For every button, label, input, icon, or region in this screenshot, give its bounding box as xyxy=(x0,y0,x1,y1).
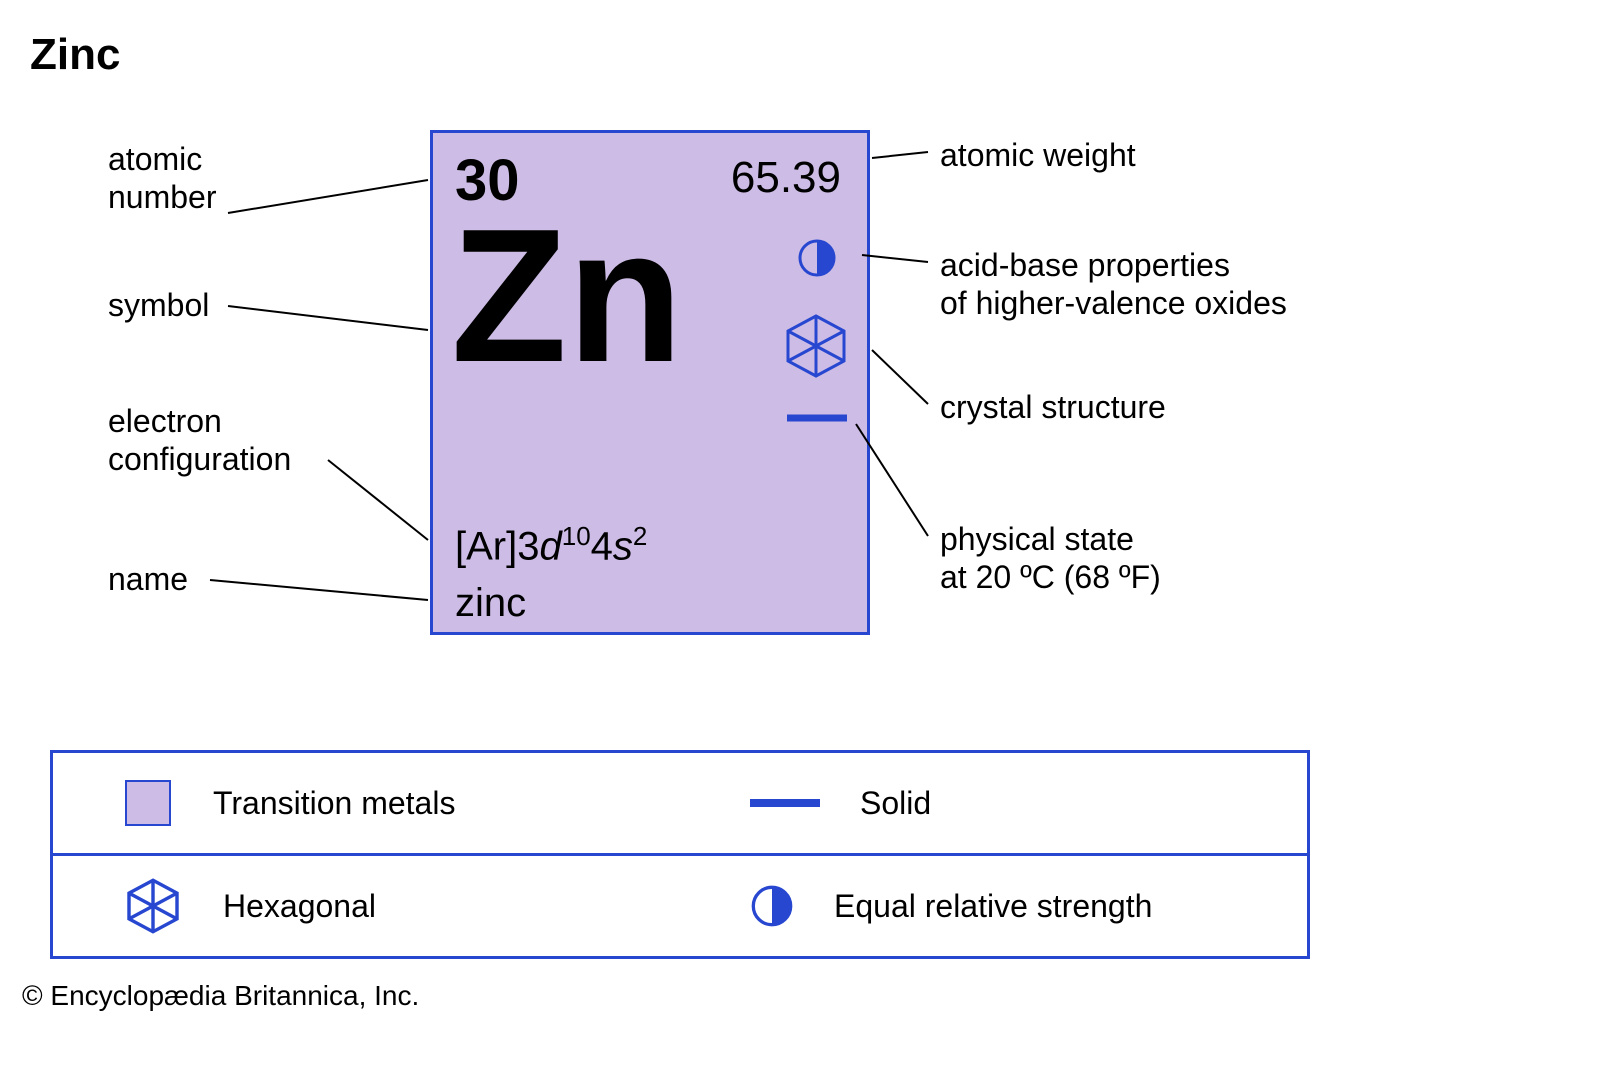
legend-label: Transition metals xyxy=(213,785,455,822)
label-atomic-number: atomic number xyxy=(108,140,217,217)
legend-label: Equal relative strength xyxy=(834,888,1152,925)
legend-item-equal-strength: Equal relative strength xyxy=(680,856,1307,956)
label-physical-state: physical state at 20 ºC (68 ºF) xyxy=(940,520,1161,597)
label-acid-base: acid-base properties of higher-valence o… xyxy=(940,246,1287,323)
hexagon-icon xyxy=(781,311,851,381)
atomic-weight-value: 65.39 xyxy=(731,153,841,203)
half-circle-icon xyxy=(797,238,837,278)
legend-row: Transition metals Solid xyxy=(53,753,1307,853)
solid-line-icon xyxy=(750,793,820,813)
square-fill-icon xyxy=(123,778,173,828)
label-crystal-structure: crystal structure xyxy=(940,388,1166,426)
legend-item-transition-metals: Transition metals xyxy=(53,753,680,853)
page-title: Zinc xyxy=(30,30,120,80)
element-tile: 30 65.39 Zn [Ar]3d104s2 zinc xyxy=(430,130,870,635)
legend-item-hexagonal: Hexagonal xyxy=(53,856,680,956)
label-electron-configuration: electron configuration xyxy=(108,402,291,479)
diagram-canvas: Zinc 30 65.39 Zn [Ar]3d104s2 zinc atomic… xyxy=(0,0,1600,1068)
label-name: name xyxy=(108,560,188,598)
electron-configuration-value: [Ar]3d104s2 xyxy=(455,521,647,569)
legend-item-solid: Solid xyxy=(680,753,1307,853)
half-circle-icon xyxy=(750,884,794,928)
element-symbol: Zn xyxy=(451,201,683,391)
solid-line-icon xyxy=(787,413,847,423)
label-symbol: symbol xyxy=(108,286,209,324)
legend-label: Hexagonal xyxy=(223,888,376,925)
copyright-credit: © Encyclopædia Britannica, Inc. xyxy=(22,980,419,1012)
label-atomic-weight: atomic weight xyxy=(940,136,1136,174)
legend-row: Hexagonal Equal relative strength xyxy=(53,853,1307,956)
hexagon-icon xyxy=(123,876,183,936)
element-name-value: zinc xyxy=(455,581,526,626)
legend-box: Transition metals Solid Hexagonal xyxy=(50,750,1310,959)
legend-label: Solid xyxy=(860,785,931,822)
